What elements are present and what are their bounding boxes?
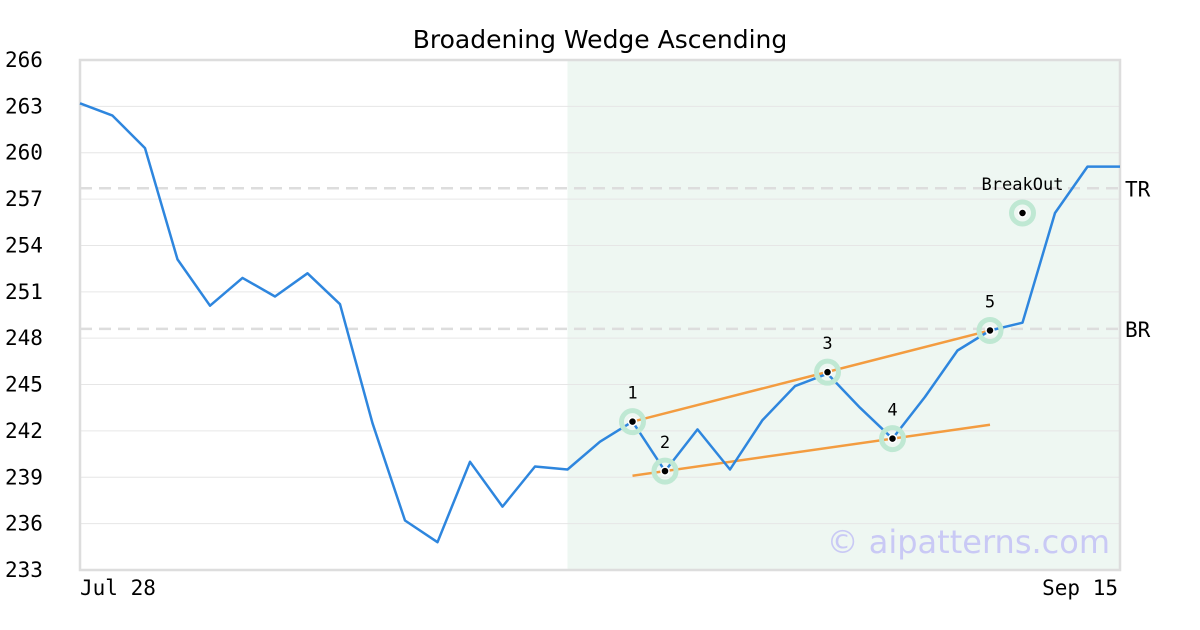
x-tick-label: Sep 15	[1042, 576, 1118, 600]
watermark: © aipatterns.com	[827, 523, 1110, 561]
plot-frame	[78, 58, 1122, 572]
pivot-label: 1	[627, 384, 637, 404]
pivot-marker-dot	[985, 325, 995, 336]
pivot-marker-dot	[822, 367, 833, 377]
y-tick-label: 233	[5, 558, 43, 582]
pivot-label: 4	[887, 401, 897, 421]
y-tick-label: 245	[5, 373, 43, 397]
y-tick-label: 263	[5, 94, 43, 118]
y-tick-label: 248	[5, 326, 43, 350]
pivot-marker-dot	[627, 416, 638, 427]
pattern-highlight-band	[567, 60, 1120, 570]
y-tick-label: 257	[5, 187, 43, 211]
pivot-marker-ring	[814, 358, 841, 386]
pivot-label: 3	[822, 334, 832, 354]
pivot-marker-ring	[651, 457, 679, 485]
pivot-marker-dot	[1017, 208, 1028, 218]
pivot-marker-ring	[619, 408, 646, 436]
pivot-label: BreakOut	[982, 175, 1064, 195]
pivot-label: 2	[660, 433, 670, 453]
pivot-label: 5	[985, 292, 995, 312]
reference-label-tr: TR	[1125, 177, 1151, 201]
y-tick-label: 254	[5, 233, 43, 257]
y-tick-label: 260	[5, 141, 43, 165]
pivot-marker-ring	[1009, 199, 1036, 227]
pivot-marker-ring	[879, 425, 906, 453]
y-tick-label: 236	[5, 512, 43, 536]
reference-label-br: BR	[1125, 318, 1151, 342]
y-tick-label: 242	[5, 419, 43, 443]
y-tick-label: 239	[5, 465, 43, 489]
chart-title: Broadening Wedge Ascending	[413, 25, 788, 54]
price-line	[79, 102, 1120, 544]
lower-trend-line	[632, 423, 991, 477]
y-tick-label: 251	[5, 280, 43, 304]
pivot-marker-dot	[660, 466, 670, 476]
pivot-marker-dot	[887, 433, 898, 444]
y-tick-label: 266	[5, 48, 43, 72]
x-tick-label: Jul 28	[80, 576, 156, 600]
pivot-marker-ring	[976, 316, 1004, 344]
upper-trend-line	[632, 329, 991, 423]
